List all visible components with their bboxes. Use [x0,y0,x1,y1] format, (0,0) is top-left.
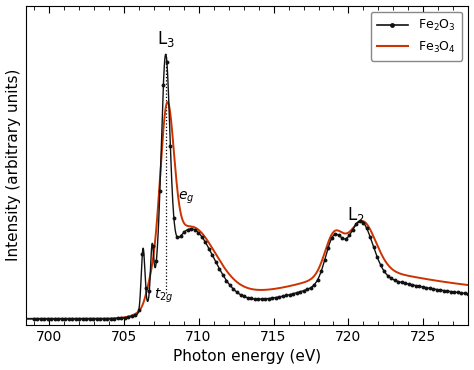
Text: $e_g$: $e_g$ [178,190,194,206]
Text: $t_{2g}$: $t_{2g}$ [154,287,173,305]
Y-axis label: Intensity (arbitrary units): Intensity (arbitrary units) [6,69,20,262]
Legend: Fe$_2$O$_3$, Fe$_3$O$_4$: Fe$_2$O$_3$, Fe$_3$O$_4$ [371,12,462,61]
X-axis label: Photon energy (eV): Photon energy (eV) [173,349,321,364]
Text: L$_2$: L$_2$ [347,205,365,225]
Text: L$_3$: L$_3$ [156,29,174,49]
